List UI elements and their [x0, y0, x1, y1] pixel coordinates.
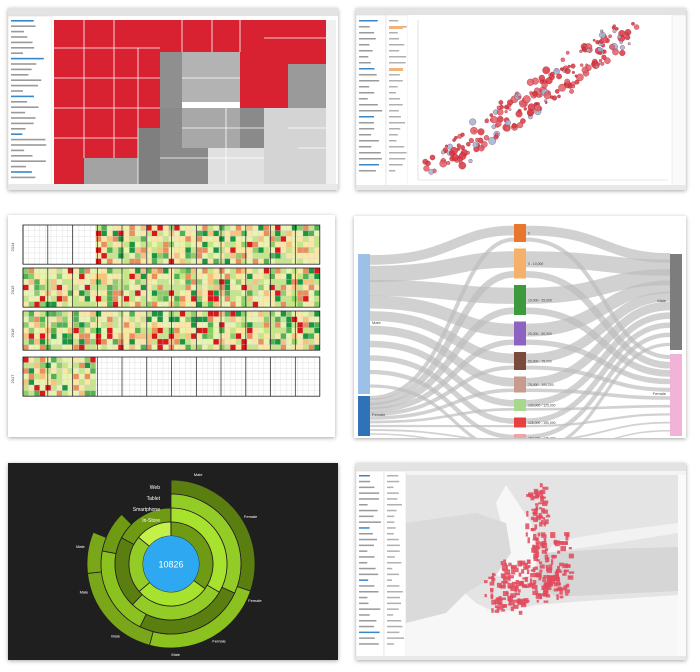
sankey-node-label: 25,000 - 50,000	[528, 332, 552, 336]
map-window	[356, 463, 686, 660]
sankey-node-middle	[514, 224, 526, 242]
legend-tablet: Tablet	[147, 496, 161, 502]
sankey-node-label: 125,000 - 150,000	[528, 421, 556, 425]
sankey-node-middle	[514, 352, 526, 370]
sunburst-outer-label: Female	[248, 598, 262, 603]
sankey-node-label: 0 - 10,000	[528, 262, 543, 266]
sankey-screenshot: Male Female 0 0 - 10,000 10,000 - 25,000 25,0…	[354, 216, 686, 438]
sankey-node-left	[358, 396, 370, 436]
center-circle	[143, 536, 199, 592]
sankey-node-middle	[514, 285, 526, 315]
treemap-screenshot	[8, 8, 338, 190]
year-label: 2017	[10, 374, 15, 384]
sunburst-outer-label: Male	[111, 633, 120, 638]
sankey-node-middle	[514, 321, 526, 346]
sankey-node-label: Male	[657, 298, 666, 303]
sankey-node-middle	[514, 248, 526, 279]
sankey-node-middle	[514, 434, 526, 438]
legend-in-store: In-Store	[142, 518, 160, 524]
calendar-heatmap-screenshot: 2014 2015 2016 2017	[8, 215, 335, 437]
legend-smartphone: Smartphone	[133, 507, 160, 513]
scatter-screenshot	[356, 8, 686, 190]
calendar-heatmap: 2014 2015 2016 2017	[8, 215, 335, 437]
sankey-node-middle	[514, 399, 526, 411]
sunburst-outer-label: Male	[194, 472, 203, 477]
treemap-window	[8, 8, 338, 190]
sunburst-screenshot: 10826 Web Tablet Smartphone In-Store Mal…	[8, 463, 338, 660]
sankey-node-label: 50,000 - 75,000	[528, 360, 552, 364]
year-label: 2014	[10, 242, 15, 252]
year-label: 2015	[10, 285, 15, 295]
sankey-node-label: 10,000 - 25,000	[528, 299, 552, 303]
sankey-node-middle	[514, 417, 526, 428]
sankey-node-right	[670, 354, 682, 436]
sankey-diagram: Male Female 0 0 - 10,000 10,000 - 25,000 25,0…	[354, 216, 686, 438]
sunburst-outer-label: Male	[76, 544, 85, 549]
sunburst-outer-label: Female	[244, 514, 258, 519]
sunburst-outer-label: Male	[80, 590, 89, 595]
year-label: 2016	[10, 328, 15, 338]
map-screenshot	[356, 463, 686, 660]
sankey-node-label: 0	[528, 232, 530, 236]
sankey-node-label: Female	[653, 391, 667, 396]
sankey-node-label: 150,000 - 175,000	[528, 437, 556, 439]
sankey-node-label: 100,000 - 125,000	[528, 404, 556, 408]
sankey-node-left	[358, 254, 370, 394]
sankey-node-label: Female	[372, 412, 386, 417]
sunburst-outer-label: Male	[171, 652, 180, 657]
legend-web: Web	[150, 485, 160, 491]
sunburst-outer-label: Female	[212, 638, 226, 643]
sankey-node-label: Male	[372, 320, 381, 325]
center-value: 10826	[158, 560, 183, 570]
sankey-node-label: 75,000 - 100,000	[528, 383, 554, 387]
sankey-node-middle	[514, 376, 526, 393]
scatter-window	[356, 8, 686, 190]
sankey-node-right	[670, 254, 682, 350]
sunburst-chart: 10826 Web Tablet Smartphone In-Store Mal…	[8, 463, 338, 660]
